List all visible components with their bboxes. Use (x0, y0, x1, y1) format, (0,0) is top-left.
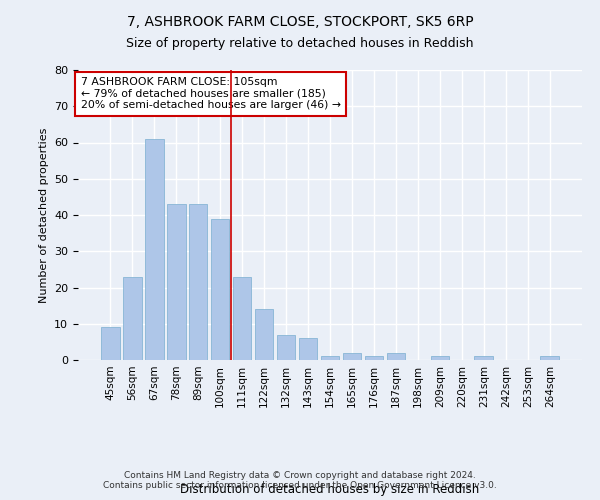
Bar (189, 204, 208, 360)
Bar (343, 353, 361, 360)
Text: Size of property relative to detached houses in Reddish: Size of property relative to detached ho… (126, 38, 474, 51)
Bar (431, 356, 449, 360)
Bar (277, 334, 295, 360)
Bar (123, 276, 142, 360)
Bar (386, 353, 405, 360)
Bar (167, 204, 185, 360)
X-axis label: Distribution of detached houses by size in Reddish: Distribution of detached houses by size … (181, 484, 479, 496)
Bar (101, 328, 119, 360)
Bar (299, 338, 317, 360)
Text: 7, ASHBROOK FARM CLOSE, STOCKPORT, SK5 6RP: 7, ASHBROOK FARM CLOSE, STOCKPORT, SK5 6… (127, 15, 473, 29)
Bar (475, 356, 493, 360)
Bar (233, 276, 251, 360)
Bar (255, 309, 274, 360)
Bar (541, 356, 559, 360)
Y-axis label: Number of detached properties: Number of detached properties (38, 128, 49, 302)
Text: Contains HM Land Registry data © Crown copyright and database right 2024.
Contai: Contains HM Land Registry data © Crown c… (103, 470, 497, 490)
Bar (211, 218, 229, 360)
Text: 7 ASHBROOK FARM CLOSE: 105sqm
← 79% of detached houses are smaller (185)
20% of : 7 ASHBROOK FARM CLOSE: 105sqm ← 79% of d… (80, 77, 341, 110)
Bar (320, 356, 340, 360)
Bar (365, 356, 383, 360)
Bar (145, 139, 164, 360)
